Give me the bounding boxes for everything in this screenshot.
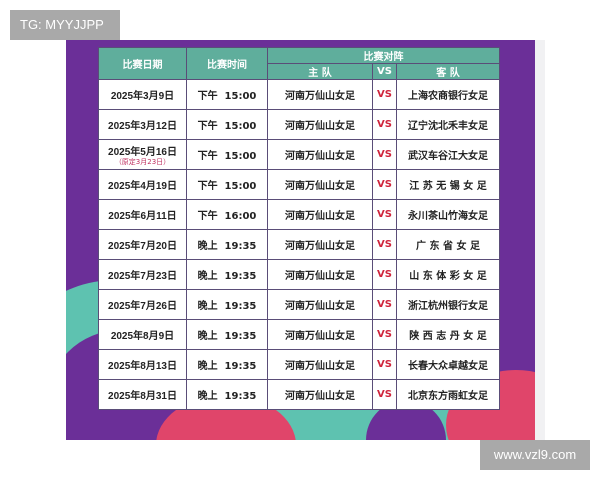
cell-date: 2025年7月23日 [98,259,187,290]
date-text: 2025年5月16日 [108,147,177,158]
cell-date: 2025年8月31日 [98,379,187,410]
cell-away: 武汉车谷江大女足 [396,139,500,170]
date-text: 2025年7月26日 [108,301,177,312]
cell-vs: VS [372,259,397,290]
date-text: 2025年6月11日 [108,211,177,222]
cell-away: 广 东 省 女 足 [396,229,500,260]
cell-vs: VS [372,199,397,230]
cell-time: 晚上 19:35 [186,379,268,410]
cell-vs: VS [372,109,397,140]
date-text: 2025年3月9日 [110,91,175,102]
table-row: 2025年8月9日 晚上 19:35 河南万仙山女足 VS 陕 西 志 丹 女 … [98,319,500,350]
cell-time: 晚上 19:35 [186,319,268,350]
cell-time: 下午 15:00 [186,139,268,170]
table-row: 2025年7月23日 晚上 19:35 河南万仙山女足 VS 山 东 体 彩 女… [98,259,500,290]
cell-home: 河南万仙山女足 [267,229,373,260]
cell-away: 上海农商银行女足 [396,79,500,110]
cell-time: 晚上 19:35 [186,259,268,290]
cell-time: 晚上 19:35 [186,289,268,320]
header-matchup: 比赛对阵 [267,47,500,64]
cell-date: 2025年8月9日 [98,319,187,350]
cell-date: 2025年5月16日 （原定3月23日） [98,139,187,170]
cell-away: 辽宁沈北禾丰女足 [396,109,500,140]
cell-date: 2025年6月11日 [98,199,187,230]
cell-date: 2025年4月19日 [98,169,187,200]
cell-time: 晚上 19:35 [186,349,268,380]
cell-home: 河南万仙山女足 [267,349,373,380]
cell-time: 下午 15:00 [186,169,268,200]
cell-away: 江 苏 无 锡 女 足 [396,169,500,200]
table-row: 2025年3月12日 下午 15:00 河南万仙山女足 VS 辽宁沈北禾丰女足 [98,109,500,140]
cell-away: 永川茶山竹海女足 [396,199,500,230]
cell-away: 山 东 体 彩 女 足 [396,259,500,290]
cell-time: 下午 16:00 [186,199,268,230]
watermark-top-left: TG: MYYJJPP [10,10,120,40]
table-row: 2025年6月11日 下午 16:00 河南万仙山女足 VS 永川茶山竹海女足 [98,199,500,230]
cell-vs: VS [372,79,397,110]
cell-home: 河南万仙山女足 [267,109,373,140]
cell-home: 河南万仙山女足 [267,139,373,170]
cell-home: 河南万仙山女足 [267,259,373,290]
cell-date: 2025年7月20日 [98,229,187,260]
table-row: 2025年7月20日 晚上 19:35 河南万仙山女足 VS 广 东 省 女 足 [98,229,500,260]
cell-home: 河南万仙山女足 [267,169,373,200]
cell-time: 下午 15:00 [186,109,268,140]
photo-edge [535,40,545,440]
cell-away: 陕 西 志 丹 女 足 [396,319,500,350]
date-text: 2025年3月12日 [108,121,177,132]
date-note: （原定3月23日） [114,158,171,166]
cell-vs: VS [372,289,397,320]
cell-home: 河南万仙山女足 [267,319,373,350]
header-vs: VS [372,63,397,80]
cell-time: 下午 15:00 [186,79,268,110]
table-row: 2025年4月19日 下午 15:00 河南万仙山女足 VS 江 苏 无 锡 女… [98,169,500,200]
cell-vs: VS [372,349,397,380]
cell-vs: VS [372,139,397,170]
cell-time: 晚上 19:35 [186,229,268,260]
table-row: 2025年7月26日 晚上 19:35 河南万仙山女足 VS 浙江杭州银行女足 [98,289,500,320]
table-row: 2025年8月13日 晚上 19:35 河南万仙山女足 VS 长春大众卓越女足 [98,349,500,380]
cell-vs: VS [372,319,397,350]
date-text: 2025年7月23日 [108,271,177,282]
date-text: 2025年8月31日 [108,391,177,402]
table-row: 2025年8月31日 晚上 19:35 河南万仙山女足 VS 北京东方雨虹女足 [98,379,500,410]
date-text: 2025年4月19日 [108,181,177,192]
date-text: 2025年8月13日 [108,361,177,372]
cell-home: 河南万仙山女足 [267,379,373,410]
table-row: 2025年3月9日 下午 15:00 河南万仙山女足 VS 上海农商银行女足 [98,79,500,110]
cell-vs: VS [372,229,397,260]
schedule-table: 比赛日期 比赛时间 比赛对阵 主 队 VS 客 队 2025年3月9日 下午 1… [98,47,500,410]
cell-away: 长春大众卓越女足 [396,349,500,380]
cell-vs: VS [372,379,397,410]
cell-date: 2025年8月13日 [98,349,187,380]
header-time: 比赛时间 [186,47,268,80]
cell-date: 2025年3月9日 [98,79,187,110]
cell-home: 河南万仙山女足 [267,199,373,230]
watermark-bottom-right: www.vzl9.com [480,440,590,470]
cell-vs: VS [372,169,397,200]
cell-date: 2025年3月12日 [98,109,187,140]
header-away: 客 队 [396,63,500,80]
cell-away: 浙江杭州银行女足 [396,289,500,320]
header-home: 主 队 [267,63,373,80]
cell-away: 北京东方雨虹女足 [396,379,500,410]
header-date: 比赛日期 [98,47,187,80]
date-text: 2025年8月9日 [110,331,175,342]
cell-home: 河南万仙山女足 [267,79,373,110]
date-text: 2025年7月20日 [108,241,177,252]
cell-home: 河南万仙山女足 [267,289,373,320]
table-row: 2025年5月16日 （原定3月23日） 下午 15:00 河南万仙山女足 VS … [98,139,500,170]
cell-date: 2025年7月26日 [98,289,187,320]
